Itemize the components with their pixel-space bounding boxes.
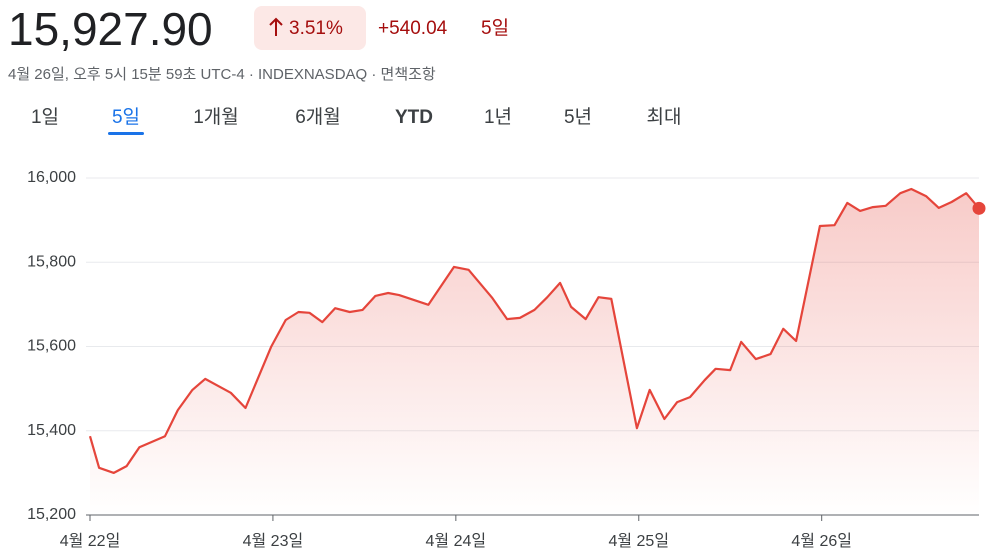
up-arrow [269,17,283,36]
x-tick-label: 4월 25일 [608,532,669,550]
tab[interactable]: 5일 [112,106,140,128]
tab[interactable]: 최대 [647,106,682,128]
x-tick-label: 4월 22일 [60,532,121,550]
price-line [88,187,980,474]
plot: 15,200 15,400 15,600 15,800 16,000 4월 22일 4월 2… [27,169,986,550]
change-period: 5일 [481,17,509,39]
tabs: 1일 5일 1개월 6개월 YTD 1년 5년 최대 [31,106,682,135]
tab-underline [108,132,144,135]
y-tick-label: 15,800 [27,253,76,270]
last-point [972,201,986,215]
tab[interactable]: 5년 [564,106,592,128]
tab[interactable]: 1년 [484,106,512,128]
subtitle: 4월 26일, 오후 5시 15분 59초 UTC-4 · INDEXNASDA… [8,66,436,83]
change-badge [254,6,366,50]
y-tick-label: 15,200 [27,506,76,523]
x-tick-label: 4월 24일 [426,532,487,550]
change-percent: 3.51% [289,18,343,39]
change-value: +540.04 [378,18,448,39]
y-tick-label: 15,600 [27,338,76,355]
tab[interactable]: 1일 [31,106,59,128]
area-fill [90,189,979,515]
y-tick-label: 16,000 [27,169,76,186]
tab[interactable]: 6개월 [295,106,341,128]
tab[interactable]: YTD [395,107,433,128]
x-tick-label: 4월 26일 [791,532,852,550]
tab[interactable]: 1개월 [193,106,239,128]
y-tick-label: 15,400 [27,422,76,439]
price: 15,927.90 [8,3,213,55]
x-tick-label: 4월 23일 [243,532,304,550]
